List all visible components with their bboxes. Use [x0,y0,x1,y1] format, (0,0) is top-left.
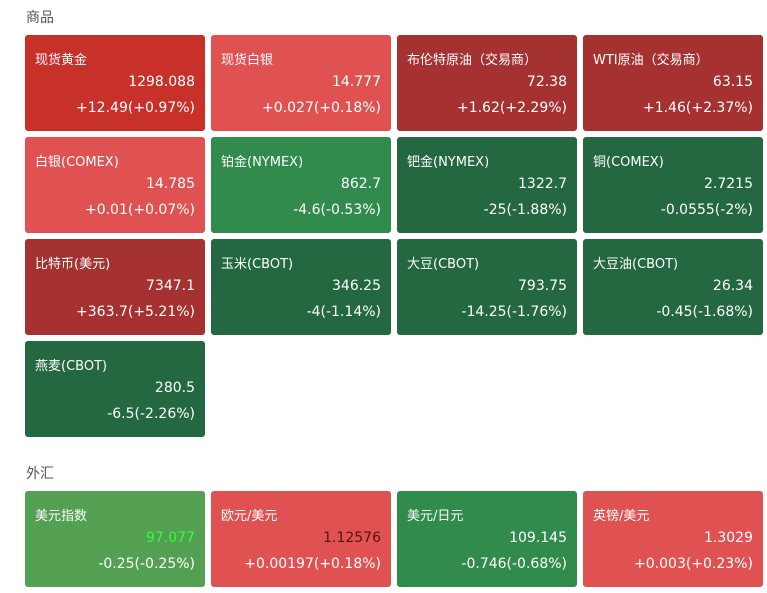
commodity-tile-spot-silver[interactable]: 现货白银 14.777 +0.027(+0.18%) [211,35,391,131]
tile-name: 现货黄金 [35,53,88,68]
tile-name: 铂金(NYMEX) [221,155,304,170]
commodity-tile-corn-cbot[interactable]: 玉米(CBOT) 346.25 -4(-1.14%) [211,239,391,335]
tile-price: 72.38 [526,74,567,90]
tile-price: 109.145 [509,530,567,546]
tile-price: 1.3029 [704,530,753,546]
tile-price: 14.777 [332,74,381,90]
tile-price: 14.785 [146,176,195,192]
tile-name: 欧元/美元 [221,509,278,524]
commodity-tile-silver-comex[interactable]: 白银(COMEX) 14.785 +0.01(+0.07%) [25,137,205,233]
forex-tile-usd-jpy[interactable]: 美元/日元 109.145 -0.746(-0.68%) [397,491,577,587]
forex-section-title: 外汇 [26,466,54,482]
tile-name: 白银(COMEX) [35,155,119,170]
commodity-tile-bitcoin-usd[interactable]: 比特币(美元) 7347.1 +363.7(+5.21%) [25,239,205,335]
tile-name: 美元指数 [35,509,88,524]
tile-name: 现货白银 [221,53,274,68]
tile-price: 2.7215 [704,176,753,192]
tile-change: +0.01(+0.07%) [84,202,195,218]
tile-change: -14.25(-1.76%) [461,304,567,320]
commodity-tile-soybean-oil-cbot[interactable]: 大豆油(CBOT) 26.34 -0.45(-1.68%) [583,239,763,335]
tile-price: 1298.088 [128,74,195,90]
tile-name: 燕麦(CBOT) [35,359,108,374]
tile-change: -6.5(-2.26%) [107,406,195,422]
commodity-tile-oats-cbot[interactable]: 燕麦(CBOT) 280.5 -6.5(-2.26%) [25,341,205,437]
commodity-tile-copper-comex[interactable]: 铜(COMEX) 2.7215 -0.0555(-2%) [583,137,763,233]
tile-change: +0.003(+0.23%) [634,556,753,572]
commodity-tile-platinum-nymex[interactable]: 铂金(NYMEX) 862.7 -4.6(-0.53%) [211,137,391,233]
tile-price: 97.077 [146,530,195,546]
tile-change: +1.46(+2.37%) [642,100,753,116]
tile-name: 玉米(CBOT) [221,257,294,272]
tile-change: -25(-1.88%) [483,202,567,218]
tile-name: 钯金(NYMEX) [407,155,490,170]
commodities-section-title: 商品 [26,10,54,26]
tile-price: 793.75 [518,278,567,294]
tile-name: WTI原油（交易商） [593,53,709,68]
forex-tile-dollar-index[interactable]: 美元指数 97.077 -0.25(-0.25%) [25,491,205,587]
tile-change: +1.62(+2.29%) [456,100,567,116]
tile-change: +0.00197(+0.18%) [244,556,381,572]
tile-price: 1.12576 [323,530,381,546]
tile-change: -0.746(-0.68%) [461,556,567,572]
tile-name: 英镑/美元 [593,509,650,524]
forex-tile-eur-usd[interactable]: 欧元/美元 1.12576 +0.00197(+0.18%) [211,491,391,587]
commodity-tile-spot-gold[interactable]: 现货黄金 1298.088 +12.49(+0.97%) [25,35,205,131]
tile-price: 862.7 [340,176,381,192]
forex-tile-gbp-usd[interactable]: 英镑/美元 1.3029 +0.003(+0.23%) [583,491,763,587]
tile-change: -0.25(-0.25%) [98,556,195,572]
tile-change: -0.45(-1.68%) [656,304,753,320]
tile-change: -4.6(-0.53%) [293,202,381,218]
tile-change: +363.7(+5.21%) [76,304,195,320]
tile-price: 63.15 [712,74,753,90]
tile-price: 280.5 [154,380,195,396]
tile-price: 346.25 [332,278,381,294]
tile-change: -0.0555(-2%) [660,202,753,218]
tile-price: 1322.7 [518,176,567,192]
tile-name: 铜(COMEX) [593,155,664,170]
tile-change: -4(-1.14%) [306,304,381,320]
tile-name: 美元/日元 [407,509,464,524]
commodity-tile-soybean-cbot[interactable]: 大豆(CBOT) 793.75 -14.25(-1.76%) [397,239,577,335]
tile-name: 布伦特原油（交易商） [407,53,538,68]
tile-price: 26.34 [712,278,753,294]
commodity-tile-wti-crude[interactable]: WTI原油（交易商） 63.15 +1.46(+2.37%) [583,35,763,131]
tile-name: 比特币(美元) [35,257,111,272]
tile-change: +12.49(+0.97%) [76,100,195,116]
tile-change: +0.027(+0.18%) [262,100,381,116]
commodities-grid: 现货黄金 1298.088 +12.49(+0.97%) 现货白银 14.777… [25,35,763,437]
commodity-tile-palladium-nymex[interactable]: 钯金(NYMEX) 1322.7 -25(-1.88%) [397,137,577,233]
commodity-tile-brent-crude[interactable]: 布伦特原油（交易商） 72.38 +1.62(+2.29%) [397,35,577,131]
forex-grid: 美元指数 97.077 -0.25(-0.25%) 欧元/美元 1.12576 … [25,491,763,587]
tile-name: 大豆(CBOT) [407,257,480,272]
tile-price: 7347.1 [146,278,195,294]
tile-name: 大豆油(CBOT) [593,257,679,272]
